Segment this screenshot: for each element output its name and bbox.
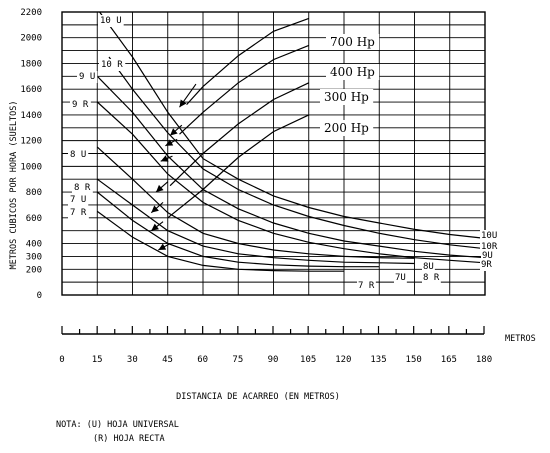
y-axis-title: METROS CUBICOS POR HORA (SUELTOS) <box>9 101 19 270</box>
x-tick-label: 30 <box>127 355 138 365</box>
production-curve <box>96 146 415 259</box>
series-label: 7 U <box>70 195 86 205</box>
y-tick-label: 300 <box>26 252 42 262</box>
series-label: 9 R <box>72 100 89 110</box>
production-curve <box>96 191 380 268</box>
x-axis: 0 15 30 45 60 75 90 105 120 135 150 165 180 <box>59 326 492 365</box>
series-label-bg <box>98 15 124 27</box>
arrows <box>150 83 197 251</box>
series-end-label-bg <box>394 272 407 284</box>
y-axis-ticks: 0 200 300 400 600 800 1000 1200 1400 1600 1800 2000… <box>20 8 42 301</box>
series-end-label-bg <box>480 230 499 242</box>
y-tick-label: 1000 <box>20 162 42 172</box>
y-tick-label: 2200 <box>20 8 42 18</box>
y-tick-label: 800 <box>26 188 42 198</box>
series-end-label-bg <box>480 259 494 271</box>
y-tick-label: 1400 <box>20 111 42 121</box>
hp-curve-label: 700 Hp <box>330 35 375 49</box>
series-end-label-bg <box>357 280 376 292</box>
series-end-label-bg <box>422 272 441 284</box>
series-end-label: 7 R <box>358 281 375 291</box>
series-label-bg <box>77 71 98 83</box>
arrow-head <box>170 128 178 136</box>
series-end-label-bg <box>422 261 435 273</box>
x-tick-label: 90 <box>268 355 279 365</box>
x-tick-label: 15 <box>92 355 103 365</box>
y-tick-label: 2000 <box>20 34 42 44</box>
series-label: 10 U <box>100 16 122 26</box>
x-tick-label: 120 <box>335 355 351 365</box>
arrow-head <box>156 184 164 193</box>
x-tick-label: 0 <box>59 355 64 365</box>
y-tick-label: 0 <box>37 291 42 301</box>
arrow-head <box>160 155 169 162</box>
grid <box>61 11 486 296</box>
series-end-label: 8U <box>423 262 434 272</box>
hp-curve-label-bg <box>320 89 374 105</box>
series-label: 8 R <box>74 183 91 193</box>
series-end-label: 10U <box>481 231 497 241</box>
hp-curve <box>167 114 310 219</box>
series-label: 7 R <box>70 208 87 218</box>
arrow-head <box>158 243 167 250</box>
hp-curve-label-bg <box>326 64 380 80</box>
y-tick-label: 1200 <box>20 137 42 147</box>
x-axis-title: DISTANCIA DE ACARREO (EN METROS) <box>176 392 340 402</box>
x-tick-label: 60 <box>197 355 208 365</box>
production-curve <box>96 75 486 259</box>
note-line-1: NOTA: (U) HOJA UNIVERSAL <box>56 420 179 430</box>
arrow-head <box>165 139 174 146</box>
hp-curves <box>167 17 310 219</box>
series-label-bg <box>99 59 126 71</box>
x-tick-label: 45 <box>162 355 173 365</box>
hp-curve-label: 200 Hp <box>324 121 369 135</box>
production-curve <box>96 101 486 264</box>
series-end-label: 10R <box>481 242 498 252</box>
x-tick-label: 165 <box>441 355 457 365</box>
arrow-head <box>151 205 159 213</box>
hp-curve-label: 400 Hp <box>330 65 375 79</box>
hp-curve-label: 300 Hp <box>324 90 369 104</box>
production-curve <box>99 11 486 239</box>
series-end-label: 8 R <box>423 273 440 283</box>
hp-curve <box>179 44 310 135</box>
series-label-bg <box>70 99 91 111</box>
production-curve <box>96 178 415 265</box>
hp-curve <box>169 82 310 187</box>
hp-curve-label-bg <box>320 120 374 136</box>
arrow-head <box>151 223 159 231</box>
x-tick-label: 180 <box>476 355 492 365</box>
y-tick-label: 200 <box>26 265 42 275</box>
series-label-bg <box>68 207 89 219</box>
y-tick-label: 400 <box>26 240 42 250</box>
series-end-label: 9R <box>481 260 492 270</box>
series-label: 8 U <box>70 150 86 160</box>
y-tick-label: 600 <box>26 214 42 224</box>
x-tick-label: 75 <box>232 355 243 365</box>
y-tick-label: 1800 <box>20 59 42 69</box>
series-label-bg <box>68 149 89 161</box>
note-line-2: (R) HOJA RECTA <box>93 434 165 444</box>
x-tick-label: 135 <box>370 355 386 365</box>
x-units-label: METROS <box>505 334 536 344</box>
series-label: 10 R <box>101 60 123 70</box>
series-end-label: 9U <box>482 251 493 261</box>
series-label: 9 U <box>79 72 95 82</box>
x-tick-label: 105 <box>300 355 316 365</box>
series-label-bg <box>68 194 89 206</box>
hp-curve <box>186 17 310 106</box>
series-end-label: 7U <box>395 273 406 283</box>
production-curve <box>108 56 486 250</box>
y-tick-label: 1600 <box>20 85 42 95</box>
production-curves <box>96 11 486 272</box>
production-curve <box>96 210 344 272</box>
x-tick-label: 150 <box>406 355 422 365</box>
hp-curve-label-bg <box>326 34 380 50</box>
series-label-bg <box>72 182 93 194</box>
arrow-head <box>179 99 187 108</box>
